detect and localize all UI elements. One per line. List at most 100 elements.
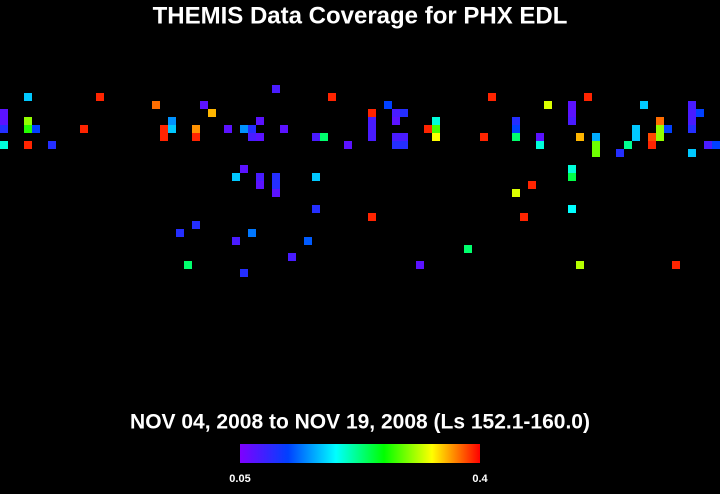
coverage-cell bbox=[512, 189, 520, 197]
coverage-cell bbox=[368, 109, 376, 117]
coverage-cell bbox=[400, 141, 408, 149]
coverage-cell bbox=[576, 133, 584, 141]
coverage-cell bbox=[0, 141, 8, 149]
chart-title: THEMIS Data Coverage for PHX EDL bbox=[153, 2, 568, 29]
coverage-cell bbox=[592, 133, 600, 141]
coverage-cell bbox=[152, 101, 160, 109]
coverage-cell bbox=[248, 125, 256, 133]
coverage-cell bbox=[656, 133, 664, 141]
coverage-cell bbox=[304, 237, 312, 245]
coverage-cell bbox=[688, 149, 696, 157]
coverage-cell bbox=[688, 109, 696, 117]
coverage-cell bbox=[688, 101, 696, 109]
coverage-cell bbox=[384, 101, 392, 109]
coverage-cell bbox=[192, 125, 200, 133]
coverage-cell bbox=[192, 221, 200, 229]
coverage-cell bbox=[656, 125, 664, 133]
coverage-cell bbox=[432, 117, 440, 125]
coverage-cell bbox=[624, 141, 632, 149]
coverage-cell bbox=[32, 125, 40, 133]
coverage-cell bbox=[664, 125, 672, 133]
coverage-cell bbox=[272, 181, 280, 189]
coverage-cell bbox=[232, 237, 240, 245]
coverage-cell bbox=[288, 253, 296, 261]
coverage-cell bbox=[344, 141, 352, 149]
coverage-cell bbox=[0, 117, 8, 125]
coverage-cell bbox=[488, 93, 496, 101]
coverage-cell bbox=[328, 93, 336, 101]
coverage-cell bbox=[520, 213, 528, 221]
coverage-cell bbox=[248, 133, 256, 141]
coverage-cell bbox=[392, 109, 400, 117]
coverage-cell bbox=[368, 117, 376, 125]
coverage-cell bbox=[320, 133, 328, 141]
coverage-cell bbox=[568, 165, 576, 173]
coverage-cell bbox=[368, 125, 376, 133]
coverage-cell bbox=[24, 125, 32, 133]
coverage-cell bbox=[568, 109, 576, 117]
coverage-cell bbox=[160, 125, 168, 133]
coverage-cell bbox=[312, 205, 320, 213]
coverage-cell bbox=[640, 101, 648, 109]
coverage-cell bbox=[392, 117, 400, 125]
coverage-cell bbox=[392, 133, 400, 141]
coverage-cell bbox=[712, 141, 720, 149]
coverage-cell bbox=[400, 133, 408, 141]
colorbar-tick-label: 0.4 bbox=[472, 473, 488, 485]
coverage-cell bbox=[272, 85, 280, 93]
coverage-cell bbox=[688, 125, 696, 133]
coverage-cell bbox=[280, 125, 288, 133]
coverage-cell bbox=[544, 101, 552, 109]
coverage-cell bbox=[256, 173, 264, 181]
coverage-cell bbox=[312, 173, 320, 181]
coverage-cell bbox=[512, 125, 520, 133]
coverage-cell bbox=[160, 133, 168, 141]
coverage-cell bbox=[192, 133, 200, 141]
coverage-cell bbox=[584, 93, 592, 101]
coverage-cell bbox=[368, 213, 376, 221]
coverage-cell bbox=[528, 181, 536, 189]
coverage-cell bbox=[208, 109, 216, 117]
coverage-cell bbox=[512, 117, 520, 125]
coverage-cell bbox=[632, 125, 640, 133]
coverage-cell bbox=[176, 229, 184, 237]
coverage-cell bbox=[696, 109, 704, 117]
coverage-cell bbox=[240, 269, 248, 277]
coverage-cell bbox=[200, 101, 208, 109]
coverage-cell bbox=[24, 93, 32, 101]
coverage-cell bbox=[256, 133, 264, 141]
chart-subtitle: NOV 04, 2008 to NOV 19, 2008 (Ls 152.1-1… bbox=[130, 411, 590, 434]
coverage-cell bbox=[672, 261, 680, 269]
coverage-cell bbox=[592, 149, 600, 157]
coverage-cell bbox=[312, 133, 320, 141]
coverage-cell bbox=[592, 141, 600, 149]
coverage-cell bbox=[704, 141, 712, 149]
coverage-cell bbox=[568, 173, 576, 181]
coverage-cell bbox=[0, 109, 8, 117]
coverage-cell bbox=[0, 125, 8, 133]
coverage-cell bbox=[568, 117, 576, 125]
coverage-cell bbox=[648, 141, 656, 149]
coverage-cell bbox=[432, 133, 440, 141]
coverage-cell bbox=[240, 165, 248, 173]
coverage-cell bbox=[568, 205, 576, 213]
coverage-cell bbox=[576, 261, 584, 269]
coverage-cell bbox=[656, 117, 664, 125]
coverage-cell bbox=[536, 133, 544, 141]
coverage-cell bbox=[632, 133, 640, 141]
coverage-cell bbox=[272, 189, 280, 197]
coverage-cell bbox=[464, 245, 472, 253]
coverage-cell bbox=[688, 117, 696, 125]
coverage-cell bbox=[24, 141, 32, 149]
coverage-cell bbox=[368, 133, 376, 141]
colorbar-tick-label: 0.05 bbox=[229, 473, 250, 485]
coverage-cell bbox=[232, 173, 240, 181]
coverage-cell bbox=[424, 125, 432, 133]
coverage-cell bbox=[616, 149, 624, 157]
colorbar bbox=[240, 444, 480, 463]
coverage-cell bbox=[480, 133, 488, 141]
coverage-cell bbox=[512, 133, 520, 141]
coverage-cell bbox=[80, 125, 88, 133]
